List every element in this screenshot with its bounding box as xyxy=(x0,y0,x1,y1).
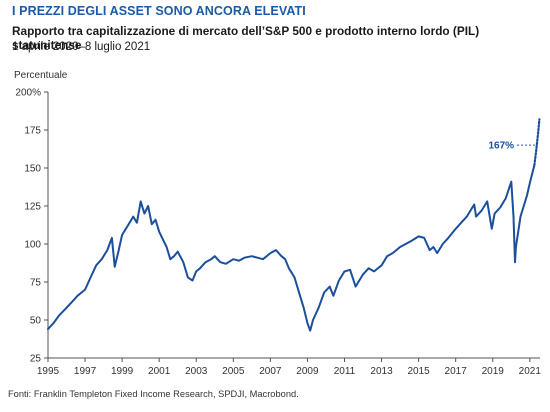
x-tick-label: 2009 xyxy=(296,366,319,377)
x-tick-label: 1995 xyxy=(37,366,60,377)
annotation-label: 167% xyxy=(488,141,514,152)
x-tick-label: 2011 xyxy=(334,366,356,377)
y-tick-label: 75 xyxy=(30,278,42,289)
x-tick-label: 2015 xyxy=(407,366,430,377)
chart-subtitle: Rapporto tra capitalizzazione di mercato… xyxy=(12,24,480,52)
chart-title: I PREZZI DEGLI ASSET SONO ANCORA ELEVATI xyxy=(12,4,306,18)
series-line-dotted xyxy=(533,118,541,167)
x-tick-label: 2013 xyxy=(370,366,393,377)
x-tick-label: 2005 xyxy=(222,366,245,377)
chart-period: 1 aprile 2020–8 luglio 2021 xyxy=(12,41,151,53)
y-axis-label: Percentuale xyxy=(14,70,68,81)
x-tick-label: 1997 xyxy=(74,366,97,377)
y-tick-label: 100 xyxy=(24,240,41,251)
chart-axes xyxy=(47,92,540,359)
chart-annotation: 167% xyxy=(488,141,538,152)
y-tick-label: 175 xyxy=(24,126,41,137)
chart-series xyxy=(47,118,541,332)
x-tick-label: 2003 xyxy=(185,366,208,377)
y-tick-label: 25 xyxy=(30,354,42,365)
x-tick-label: 1999 xyxy=(111,366,134,377)
y-tick-label: 125 xyxy=(24,202,41,213)
x-tick-label: 2019 xyxy=(482,366,505,377)
chart-ticks: 25 50 75 100 125 150 175 200% 1995 1997 1999 2001 20… xyxy=(15,88,541,378)
y-tick-label: 50 xyxy=(30,316,42,327)
x-tick-label: 2007 xyxy=(259,366,282,377)
y-tick-label: 150 xyxy=(24,164,41,175)
x-tick-label: 2017 xyxy=(445,366,468,377)
x-tick-label: 2001 xyxy=(148,366,171,377)
x-tick-label: 2021 xyxy=(519,366,542,377)
y-tick-label: 200% xyxy=(15,88,41,99)
series-line-1 xyxy=(514,164,536,248)
source-note: Fonti: Franklin Templeton Fixed Income R… xyxy=(8,389,299,399)
series-line-0 xyxy=(47,180,517,332)
